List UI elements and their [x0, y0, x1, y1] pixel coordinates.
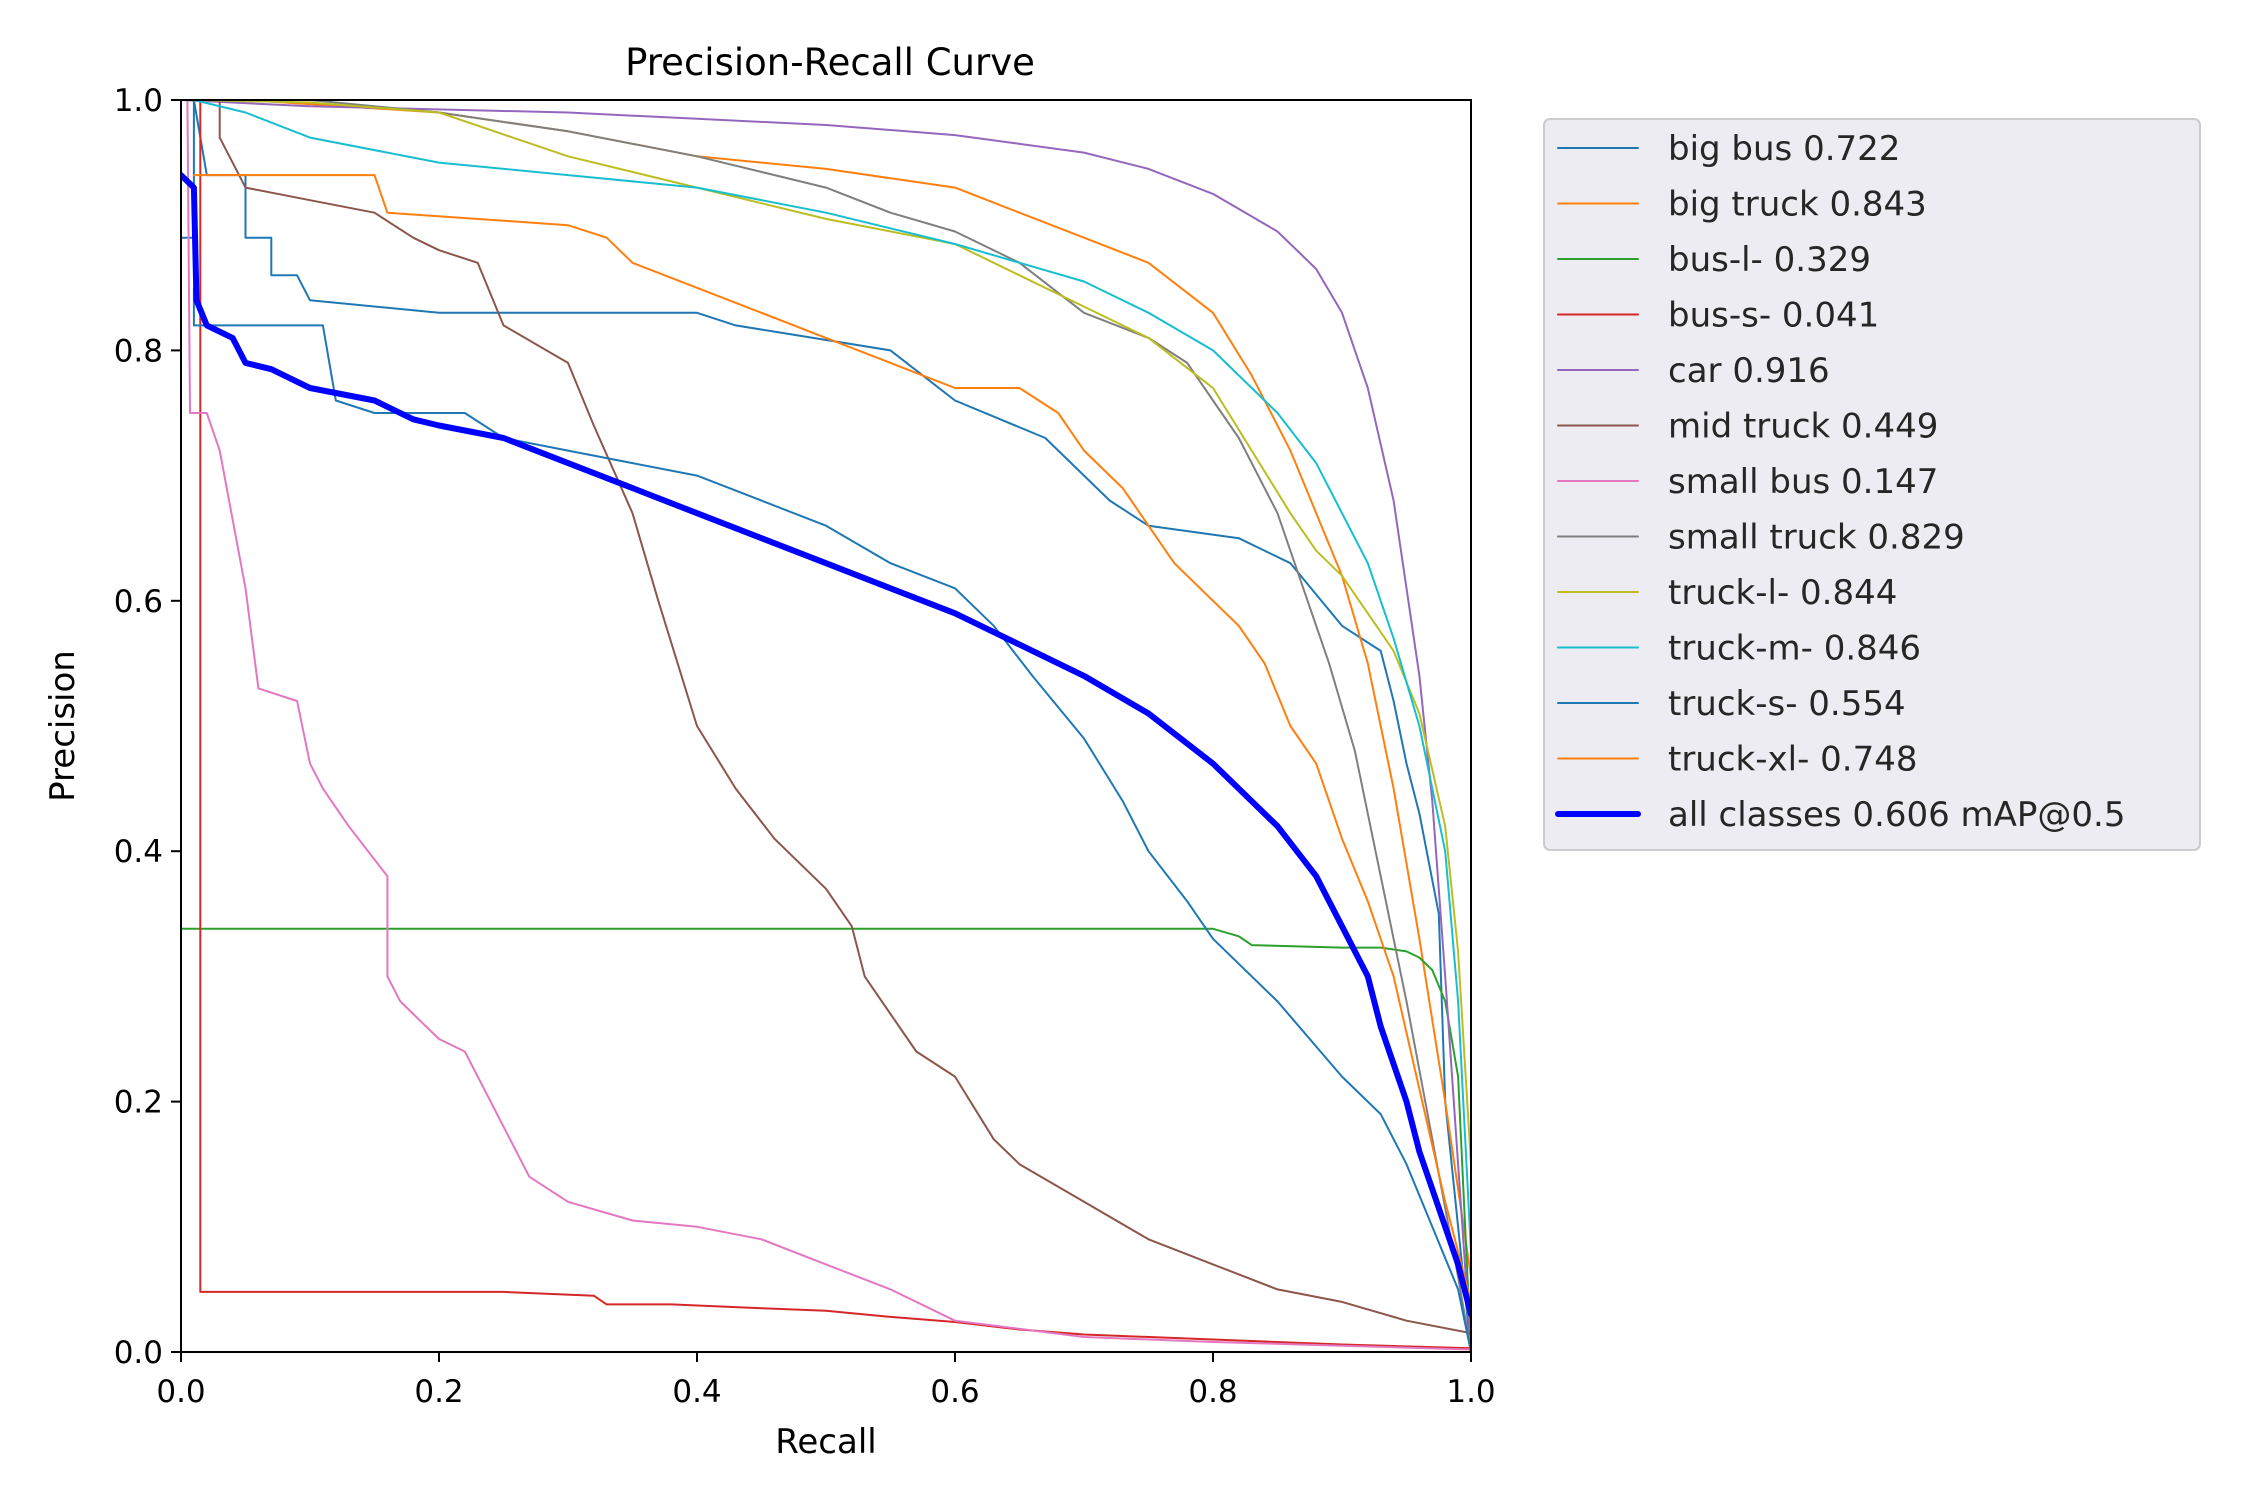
- y-tick-label: 1.0: [114, 83, 163, 119]
- series-line-3: [195, 100, 1471, 1350]
- legend-entry-6: small bus 0.147: [1668, 462, 1938, 502]
- plot-frame: [180, 99, 1472, 1353]
- x-tick-label: 0.6: [930, 1374, 979, 1410]
- legend-entry-7: small truck 0.829: [1668, 518, 1965, 558]
- legend-entry-8: truck-l- 0.844: [1668, 573, 1897, 613]
- y-tick-label: 0.0: [114, 1335, 163, 1371]
- legend-entry-3: bus-s- 0.041: [1668, 296, 1879, 336]
- legend-entry-10: truck-s- 0.554: [1668, 684, 1906, 724]
- y-tick-label: 0.4: [114, 834, 163, 870]
- x-axis-label: Recall: [775, 1422, 876, 1462]
- chart-title: Precision-Recall Curve: [625, 41, 1035, 84]
- y-axis-label: Precision: [43, 650, 83, 802]
- x-tick-label: 1.0: [1446, 1374, 1495, 1410]
- x-tick-label: 0.0: [156, 1374, 205, 1410]
- x-axis-ticks: 0.0 0.2 0.4 0.6 0.8 1.0: [156, 1352, 1496, 1410]
- series-line-0: [181, 100, 1471, 1352]
- legend-entry-4: car 0.916: [1668, 351, 1830, 391]
- series-line-5: [218, 100, 1471, 1335]
- y-tick-label: 0.2: [114, 1085, 163, 1121]
- series-line-9: [192, 100, 1471, 1253]
- series-layer: [181, 100, 1471, 1352]
- legend-entry-2: bus-l- 0.329: [1668, 240, 1871, 280]
- legend-box: [1543, 118, 2201, 851]
- series-line-10: [192, 286, 1471, 1352]
- legend-entry-5: mid truck 0.449: [1668, 407, 1938, 447]
- y-tick-label: 0.8: [114, 333, 163, 369]
- series-line-12: [181, 172, 1471, 1318]
- x-tick-label: 0.8: [1188, 1374, 1237, 1410]
- legend: big bus 0.722 big truck 0.843 bus-l- 0.329…: [1543, 118, 2201, 851]
- y-axis-ticks: 0.0 0.2 0.4 0.6 0.8 1.0: [114, 83, 181, 1371]
- legend-entry-9: truck-m- 0.846: [1668, 629, 1921, 669]
- series-line-7: [205, 100, 1471, 1352]
- x-tick-label: 0.2: [414, 1374, 463, 1410]
- legend-entry-0: big bus 0.722: [1668, 129, 1900, 169]
- legend-entry-1: big truck 0.843: [1668, 185, 1927, 225]
- y-tick-label: 0.6: [114, 584, 163, 620]
- x-tick-label: 0.4: [672, 1374, 721, 1410]
- series-line-6: [186, 100, 1471, 1351]
- legend-entry-12: all classes 0.606 mAP@0.5: [1668, 795, 2125, 835]
- series-line-8: [192, 100, 1471, 1166]
- legend-entry-11: truck-xl- 0.748: [1668, 740, 1918, 780]
- series-line-11: [192, 174, 1471, 1303]
